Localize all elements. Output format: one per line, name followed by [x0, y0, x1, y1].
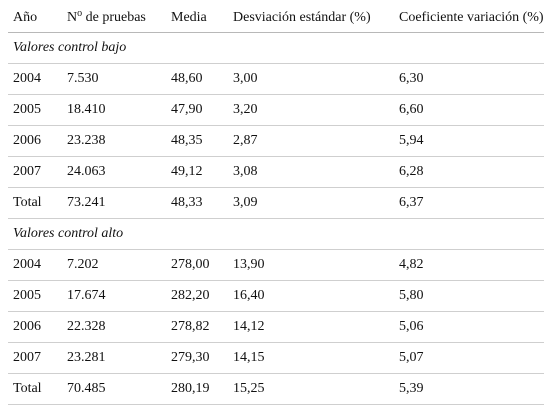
cell-year: 2005	[8, 280, 62, 312]
cell-coef-variation: 5,39	[393, 373, 544, 405]
cell-mean: 48,60	[165, 63, 228, 95]
table-row: 2007 23.281 279,30 14,15 5,07	[8, 342, 544, 374]
table-row: 2006 22.328 278,82 14,12 5,06	[8, 311, 544, 343]
cell-coef-variation: 6,60	[393, 94, 544, 126]
table-header: Año No de pruebas Media Desviación están…	[8, 4, 544, 33]
cell-test-count: 7.202	[61, 249, 166, 281]
cell-mean: 278,00	[165, 249, 228, 281]
cell-std-dev: 14,12	[227, 311, 394, 343]
cell-year: Total	[8, 187, 62, 219]
section-title: Valores control alto	[8, 218, 544, 250]
cell-year: 2006	[8, 311, 62, 343]
table-row: 2005 17.674 282,20 16,40 5,80	[8, 280, 544, 312]
cell-year: 2004	[8, 249, 62, 281]
cell-mean: 282,20	[165, 280, 228, 312]
cell-test-count: 17.674	[61, 280, 166, 312]
cell-coef-variation: 6,37	[393, 187, 544, 219]
table-row: 2004 7.530 48,60 3,00 6,30	[8, 63, 544, 95]
section-header-row: Valores control alto	[8, 218, 544, 250]
cell-mean: 278,82	[165, 311, 228, 343]
cell-test-count: 7.530	[61, 63, 166, 95]
header-coef-variation: Coeficiente variación (%)	[393, 4, 544, 33]
cell-coef-variation: 6,28	[393, 156, 544, 188]
cell-coef-variation: 6,30	[393, 63, 544, 95]
cell-test-count: 22.328	[61, 311, 166, 343]
cell-test-count: 73.241	[61, 187, 166, 219]
cell-std-dev: 14,15	[227, 342, 394, 374]
cell-mean: 280,19	[165, 373, 228, 405]
cell-test-count: 24.063	[61, 156, 166, 188]
table-row: 2006 23.238 48,35 2,87 5,94	[8, 125, 544, 157]
cell-mean: 48,35	[165, 125, 228, 157]
control-values-table: Año No de pruebas Media Desviación están…	[8, 4, 544, 405]
cell-test-count: 23.238	[61, 125, 166, 157]
table-row: 2004 7.202 278,00 13,90 4,82	[8, 249, 544, 281]
cell-std-dev: 3,00	[227, 63, 394, 95]
table-row: 2007 24.063 49,12 3,08 6,28	[8, 156, 544, 188]
cell-std-dev: 16,40	[227, 280, 394, 312]
table-row: Total 73.241 48,33 3,09 6,37	[8, 187, 544, 219]
header-test-count-superscript: o	[77, 8, 83, 19]
section-header-row: Valores control bajo	[8, 32, 544, 64]
cell-year: 2006	[8, 125, 62, 157]
header-test-count: No de pruebas	[61, 4, 166, 33]
cell-coef-variation: 4,82	[393, 249, 544, 281]
header-std-dev: Desviación estándar (%)	[227, 4, 394, 33]
cell-coef-variation: 5,06	[393, 311, 544, 343]
cell-mean: 49,12	[165, 156, 228, 188]
cell-year: Total	[8, 373, 62, 405]
cell-test-count: 70.485	[61, 373, 166, 405]
cell-year: 2005	[8, 94, 62, 126]
table-body: Valores control bajo 2004 7.530 48,60 3,00 6,…	[8, 32, 544, 405]
section-title: Valores control bajo	[8, 32, 544, 64]
header-row: Año No de pruebas Media Desviación están…	[8, 4, 544, 33]
cell-mean: 279,30	[165, 342, 228, 374]
table-row: 2005 18.410 47,90 3,20 6,60	[8, 94, 544, 126]
cell-mean: 48,33	[165, 187, 228, 219]
cell-std-dev: 3,20	[227, 94, 394, 126]
header-test-count-suffix: de pruebas	[82, 10, 146, 25]
cell-coef-variation: 5,07	[393, 342, 544, 374]
cell-test-count: 18.410	[61, 94, 166, 126]
cell-std-dev: 3,08	[227, 156, 394, 188]
cell-year: 2007	[8, 342, 62, 374]
header-test-count-prefix: N	[67, 10, 78, 25]
cell-coef-variation: 5,94	[393, 125, 544, 157]
table-row: Total 70.485 280,19 15,25 5,39	[8, 373, 544, 405]
cell-year: 2007	[8, 156, 62, 188]
header-mean: Media	[165, 4, 228, 33]
cell-std-dev: 15,25	[227, 373, 394, 405]
cell-std-dev: 13,90	[227, 249, 394, 281]
cell-test-count: 23.281	[61, 342, 166, 374]
cell-std-dev: 3,09	[227, 187, 394, 219]
cell-mean: 47,90	[165, 94, 228, 126]
cell-std-dev: 2,87	[227, 125, 394, 157]
header-year: Año	[8, 4, 62, 33]
cell-year: 2004	[8, 63, 62, 95]
cell-coef-variation: 5,80	[393, 280, 544, 312]
